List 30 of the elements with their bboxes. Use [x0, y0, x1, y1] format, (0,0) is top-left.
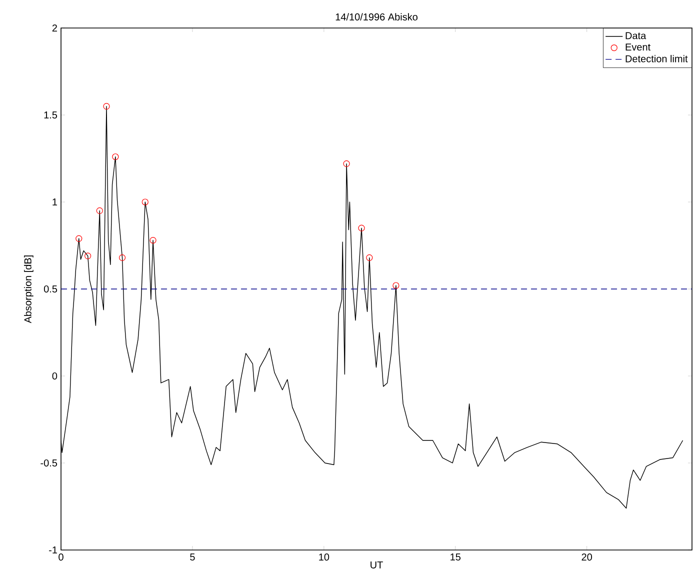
- legend-label: Detection limit: [626, 54, 688, 62]
- x-tick-label: 5: [190, 554, 195, 560]
- point: [366, 254, 373, 261]
- y-tick-label: -0.5: [40, 459, 58, 467]
- point: [96, 207, 103, 214]
- y-tick-label: 0.5: [44, 285, 58, 293]
- point: [142, 198, 148, 206]
- point: [118, 254, 126, 261]
- y-tick-label: -1: [49, 546, 57, 554]
- x-axis-title: UT: [370, 561, 383, 568]
- y-tick-label: 0: [52, 372, 58, 380]
- y-tick-label: 1.5: [44, 112, 58, 118]
- y-tick-label: 1: [52, 198, 57, 206]
- legend-label: Event: [626, 44, 650, 51]
- chart-title: 14/10/1996 Abisko: [336, 13, 418, 20]
- point: [150, 236, 156, 244]
- point: [84, 252, 92, 260]
- point: [103, 102, 110, 110]
- point: [358, 224, 365, 232]
- point: [392, 282, 400, 289]
- x-tick-label: 15: [450, 554, 461, 560]
- y-tick-label: 2: [52, 24, 57, 32]
- y-axis-title: Absorption [dB]: [24, 256, 34, 324]
- x-tick-label: 0: [58, 554, 64, 561]
- point: [343, 160, 350, 168]
- point: [112, 153, 119, 160]
- point: [76, 235, 82, 242]
- x-tick-label: 20: [582, 554, 592, 561]
- x-tick-label: 10: [319, 554, 330, 561]
- legend-label: Data: [626, 32, 646, 40]
